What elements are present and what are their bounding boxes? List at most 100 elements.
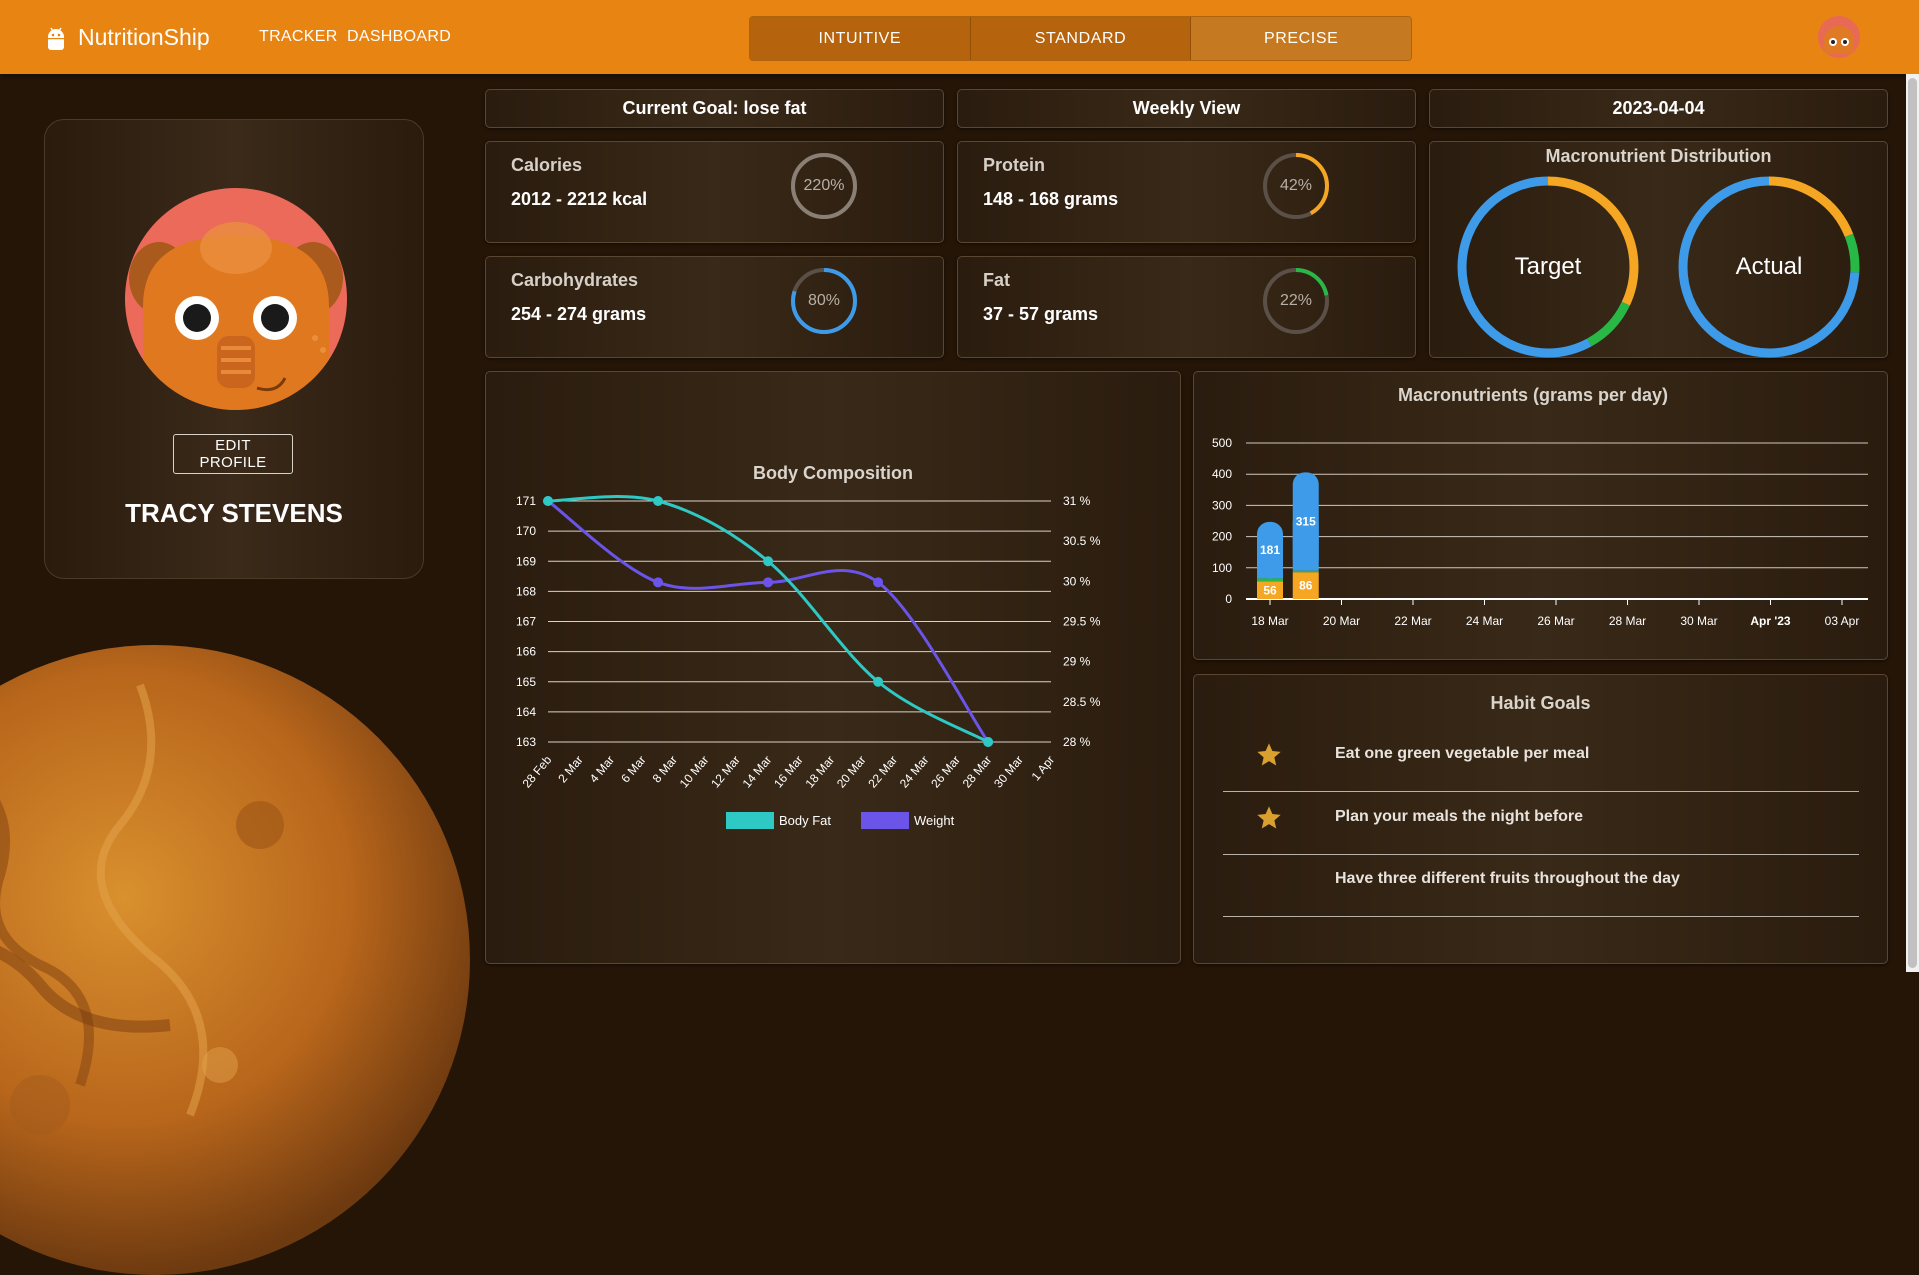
x-tick-label: 28 Mar (960, 753, 995, 791)
x-tick-label: 16 Mar (771, 753, 806, 791)
habit-item[interactable]: Plan your meals the night before (1223, 792, 1859, 855)
actual-fat-slice (1678, 176, 1860, 358)
target-carbs-slice (1457, 176, 1639, 358)
page-scrollbar[interactable] (1906, 74, 1919, 972)
star-icon[interactable] (1255, 866, 1283, 894)
weekly-view-card[interactable]: Weekly View (957, 89, 1416, 128)
carbs-bar-segment-base (1257, 550, 1283, 579)
body-fat-point (763, 556, 774, 567)
habit-item[interactable]: Eat one green vegetable per meal (1223, 729, 1859, 792)
mode-intuitive-button[interactable]: INTUITIVE (750, 17, 971, 60)
fat-title: Fat (983, 270, 1010, 290)
x-tick-label: 30 Mar (991, 753, 1026, 791)
date-card[interactable]: 2023-04-04 (1429, 89, 1888, 128)
profile-avatar (125, 188, 347, 410)
android-logo-icon[interactable] (45, 25, 67, 51)
profile-card: EDIT PROFILE TRACY STEVENS (44, 119, 424, 579)
y-right-tick-label: 31 % (1063, 494, 1091, 508)
y-left-tick-label: 167 (516, 615, 536, 629)
x-tick-label: 20 Mar (1323, 614, 1360, 628)
x-tick-label: 03 Apr (1825, 614, 1860, 628)
y-left-tick-label: 168 (516, 584, 536, 598)
y-left-tick-label: 166 (516, 645, 536, 659)
app-title[interactable]: NutritionShip (78, 24, 210, 50)
ring-progress-arc (1263, 153, 1329, 219)
y-right-tick-label: 28.5 % (1063, 695, 1101, 709)
y-right-tick-label: 29 % (1063, 655, 1091, 669)
body-composition-title: Body Composition (753, 463, 913, 483)
x-tick-label: 22 Mar (1394, 614, 1431, 628)
fat-percent-label: 22% (1279, 292, 1313, 309)
macronutrients-title: Macronutrients (grams per day) (1398, 385, 1668, 405)
protein-bar-segment (1257, 581, 1283, 599)
fat-card: Fat 37 - 57 grams 22% (957, 256, 1416, 358)
weight-legend-swatch (861, 812, 909, 829)
mode-standard-button[interactable]: STANDARD (970, 17, 1192, 60)
carbohydrates-title: Carbohydrates (511, 270, 639, 290)
ring-progress-arc (1263, 268, 1329, 334)
body-fat-line (547, 495, 989, 744)
body-fat-legend-swatch (726, 812, 774, 829)
y-tick-label: 500 (1212, 436, 1232, 450)
x-tick-label: 8 Mar (650, 753, 680, 786)
weight-line (547, 499, 990, 743)
y-right-tick-label: 30 % (1063, 574, 1091, 588)
calories-percent-label: 220% (803, 177, 845, 194)
macronutrients-card: Macronutrients (grams per day) 500 400 300 2… (1193, 371, 1888, 660)
carbohydrates-progress-ring (791, 268, 857, 334)
weight-point (653, 577, 664, 588)
x-tick-label: 14 Mar (740, 753, 775, 791)
calories-card: Calories 2012 - 2212 kcal 220% (485, 141, 944, 243)
star-icon[interactable] (1255, 804, 1283, 832)
fat-bar-segment (1292, 570, 1319, 573)
y-left-tick-label: 169 (516, 554, 536, 568)
body-fat-point (873, 676, 884, 687)
carbohydrates-card: Carbohydrates 254 - 274 grams 80% (485, 256, 944, 358)
y-tick-label: 300 (1212, 498, 1232, 512)
user-avatar[interactable] (1818, 16, 1860, 58)
fat-progress-ring (1263, 268, 1329, 334)
x-tick-label: Apr '23 (1750, 614, 1791, 628)
x-tick-label: 4 Mar (587, 753, 617, 786)
weight-point (873, 577, 884, 588)
edit-profile-button[interactable]: EDIT PROFILE (173, 434, 293, 474)
scrollbar-thumb[interactable] (1908, 78, 1917, 968)
body-composition-card: Body Composition 171 170 169 168 167 166 165 164… (485, 371, 1181, 964)
body-fat-point (543, 496, 553, 506)
y-tick-label: 200 (1212, 530, 1232, 544)
y-left-tick-label: 165 (516, 675, 536, 689)
macro-distribution-title: Macronutrient Distribution (1545, 146, 1772, 166)
protein-title: Protein (983, 155, 1046, 175)
y-right-tick-label: 28 % (1063, 735, 1091, 749)
x-tick-label: 28 Mar (1609, 614, 1646, 628)
protein-progress-ring (1263, 153, 1329, 219)
planet-illustration (0, 645, 470, 1275)
macro-distribution-card: Macronutrient Distribution Target Actual (1429, 141, 1888, 358)
carbohydrates-value: 254 - 274 grams (511, 304, 647, 324)
x-tick-label: 28 Feb (520, 753, 555, 791)
mode-precise-button[interactable]: PRECISE (1191, 17, 1411, 60)
body-fat-point (653, 496, 664, 506)
x-tick-label: 18 Mar (1251, 614, 1288, 628)
protein-data-label: 86 (1299, 579, 1313, 593)
body-fat-point (983, 737, 994, 747)
x-tick-label: 20 Mar (834, 753, 869, 791)
x-tick-label: 10 Mar (677, 753, 712, 791)
habit-goals-card: Habit Goals Eat one green vegetable per … (1193, 674, 1888, 964)
nav-dashboard-link[interactable]: DASHBOARD (347, 28, 452, 45)
protein-percent-label: 42% (1279, 177, 1313, 194)
habit-item[interactable]: Have three different fruits throughout t… (1223, 854, 1859, 917)
x-tick-label: 24 Mar (1466, 614, 1503, 628)
star-icon[interactable] (1255, 741, 1283, 769)
y-left-tick-label: 164 (516, 705, 536, 719)
actual-donut-label: Actual (1735, 253, 1803, 280)
y-left-tick-label: 163 (516, 735, 536, 749)
x-tick-label: 6 Mar (618, 753, 648, 786)
mode-toggle-group: INTUITIVE STANDARD PRECISE (749, 16, 1412, 61)
actual-donut-chart (1678, 176, 1860, 358)
protein-card: Protein 148 - 168 grams 42% (957, 141, 1416, 243)
nav-tracker-link[interactable]: TRACKER (259, 28, 338, 45)
calories-title: Calories (511, 155, 583, 175)
y-left-tick-label: 170 (516, 524, 536, 538)
weight-point (763, 577, 774, 588)
